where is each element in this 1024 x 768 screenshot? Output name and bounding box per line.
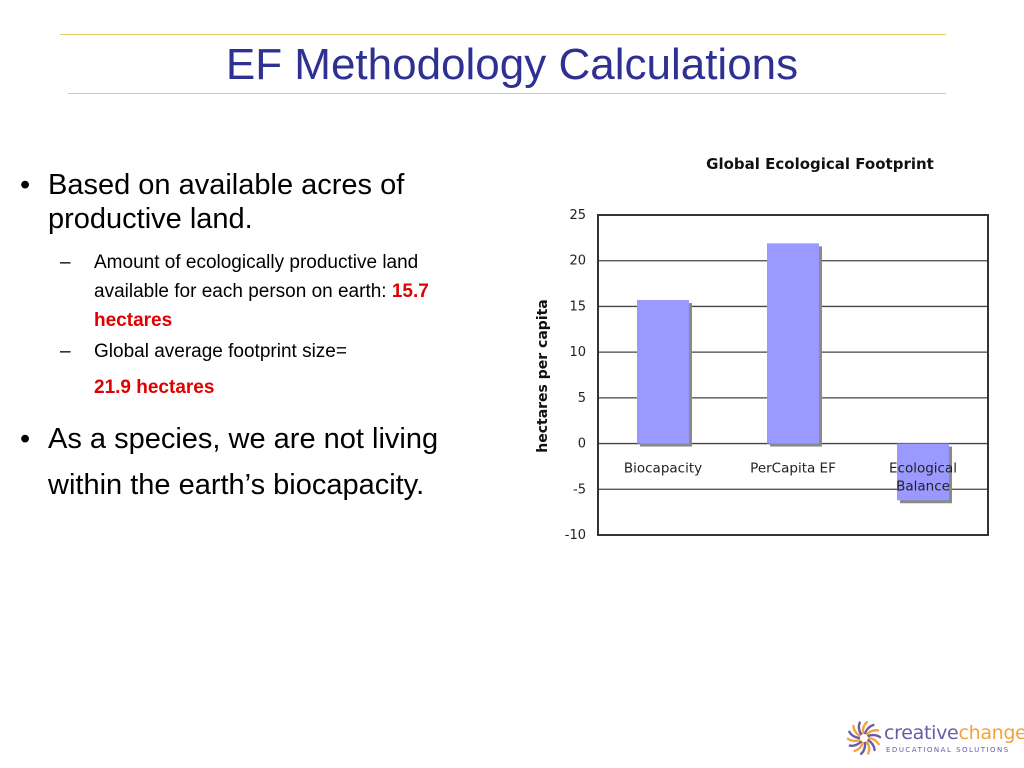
- y-tick-label: 25: [569, 208, 586, 223]
- creative-change-logo: creativechange EDUCATIONAL SOLUTIONS: [846, 716, 1024, 760]
- x-tick-label: PerCapita EF: [750, 461, 836, 477]
- bullet-text: Based on available acres of productive l…: [48, 169, 405, 235]
- subbullet-item: – Amount of ecologically productive land…: [20, 248, 490, 335]
- title-rule: [68, 93, 946, 94]
- y-tick-label: -5: [573, 482, 586, 497]
- bullet-item: • Based on available acres of productive…: [20, 168, 490, 236]
- logo-word-1: creative: [884, 722, 959, 744]
- x-tick-label: Ecological Balance: [889, 461, 957, 495]
- chart-ylabel: hectares per capita: [535, 299, 551, 453]
- subbullet-text: Amount of ecologically productive land a…: [94, 252, 419, 302]
- y-tick-label: 15: [569, 299, 586, 314]
- y-tick-label: 0: [578, 437, 586, 452]
- y-tick-label: 20: [569, 254, 586, 269]
- highlight-value: 21.9 hectares: [94, 377, 215, 398]
- bullet-list: • Based on available acres of productive…: [20, 168, 490, 508]
- chart-x-labels: Biocapacity PerCapita EF Ecological Balance: [624, 461, 957, 495]
- bullet-item: • As a species, we are not living within…: [20, 416, 448, 508]
- logo-wordmark: creativechange: [884, 722, 1024, 744]
- bullet-text: As a species, we are not living within t…: [48, 423, 439, 501]
- bar-ecological-balance: [897, 443, 949, 501]
- plot-frame: [597, 214, 989, 536]
- logo-word-2: change: [958, 722, 1024, 744]
- y-tick-label: 5: [578, 391, 586, 406]
- subbullet-dash: –: [60, 252, 71, 273]
- y-tick-label: 10: [569, 345, 586, 360]
- subbullet-item: – Global average footprint size= 21.9 he…: [20, 337, 490, 402]
- subbullet-dash: –: [60, 341, 71, 362]
- x-tick-label: Biocapacity: [624, 461, 702, 477]
- y-tick-label: -10: [565, 528, 586, 543]
- sunburst-logo-icon: [846, 721, 882, 755]
- chart-y-ticks: 25 20 15 10 5 0 -5 -10: [565, 208, 586, 543]
- top-rule: [60, 34, 946, 35]
- chart-bars: [637, 243, 952, 504]
- ecological-footprint-chart: Global Ecological Footprint hectares per…: [535, 155, 989, 543]
- logo-tagline: EDUCATIONAL SOLUTIONS: [886, 746, 1010, 754]
- highlight-value: 15.7 hectares: [94, 281, 429, 331]
- bullet-dot: •: [20, 423, 31, 455]
- chart-title: Global Ecological Footprint: [706, 155, 934, 173]
- bullet-dot: •: [20, 169, 31, 201]
- bar-percapita-ef: [767, 243, 819, 444]
- bar-biocapacity: [637, 300, 689, 444]
- page-title: EF Methodology Calculations: [225, 40, 799, 89]
- subbullet-text: Global average footprint size=: [94, 341, 347, 362]
